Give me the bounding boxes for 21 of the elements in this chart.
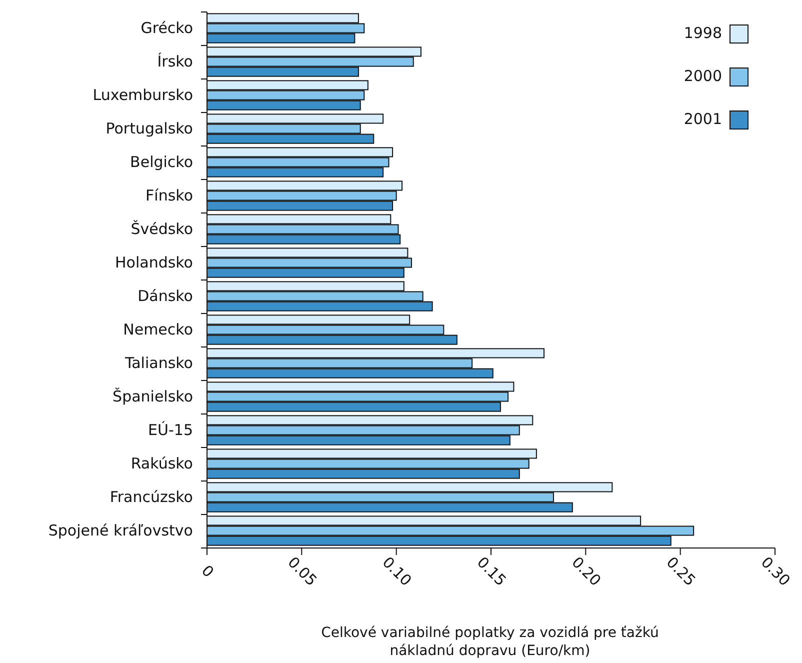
y-tick-label: Luxembursko [92,86,193,104]
y-tick-label: EÚ-15 [148,420,193,439]
x-axis-title: Celkové variabilné poplatky za vozidlá pre ťažkú nákladnú dopravu (Euro/km) [321,625,659,659]
y-tick-label: Švédsko [130,220,193,238]
y-tick-label: Rakúsko [130,454,193,472]
y-tick-label: Španielsko [112,387,193,406]
legend-label: 2001 [684,110,722,128]
y-tick-label: Írsko [157,52,193,70]
y-tick-label: Grécko [140,18,193,37]
x-tick-label: 0 [198,562,218,582]
y-tick-label: Taliansko [124,354,193,372]
y-tick-label: Portugalsko [106,119,193,138]
legend-label: 2000 [684,67,722,86]
y-tick-label: Holandsko [115,253,193,272]
y-tick-label: Francúzsko [110,488,193,506]
y-tick-label: Spojené kráľovstvo [48,521,193,540]
y-tick-label: Belgicko [130,152,193,171]
y-tick-label: Dánsko [138,286,193,305]
y-tick-label: Nemecko [123,320,193,338]
y-tick-label: Fínsko [146,186,193,204]
legend-label: 1998 [684,24,722,42]
